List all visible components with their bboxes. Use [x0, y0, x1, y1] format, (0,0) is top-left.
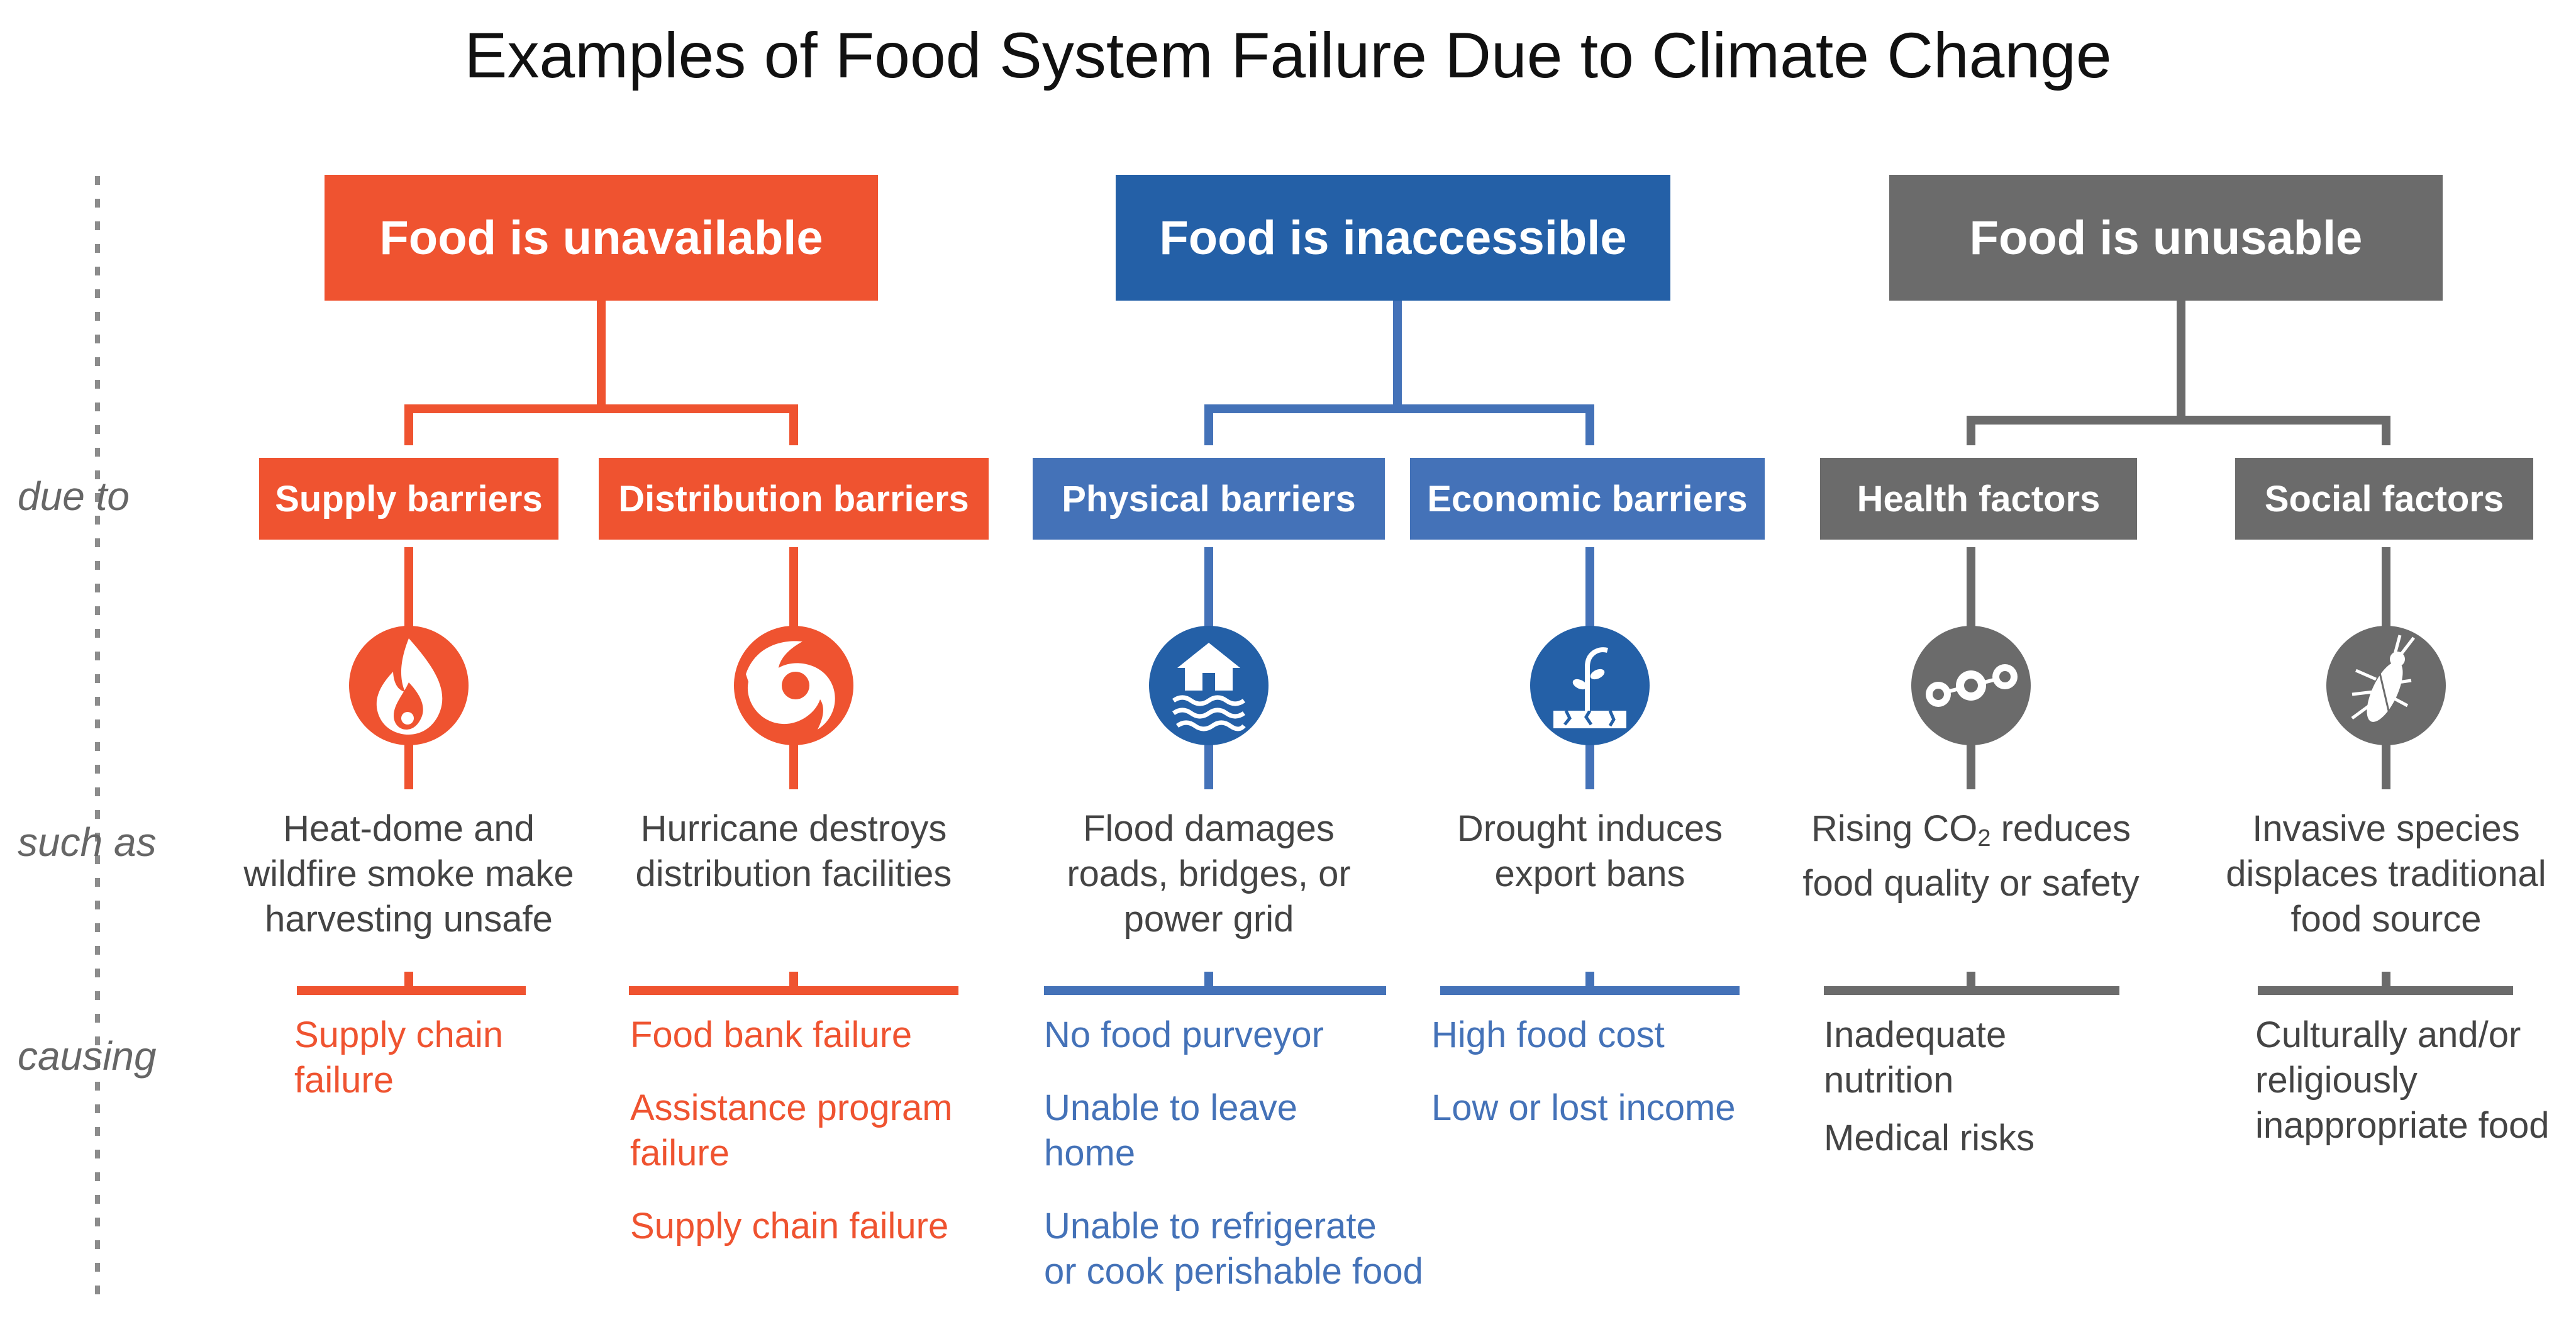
example-co2-subscript: 2	[1977, 825, 1991, 852]
row-label-such-as: such as	[18, 819, 157, 865]
row-label-due-to: due to	[18, 474, 130, 519]
row-label-causing: causing	[18, 1033, 157, 1079]
example-hurricane: Hurricane destroys distribution faciliti…	[635, 808, 952, 894]
example-rising-co2: Rising CO2 reduces food quality or safet…	[1770, 806, 2172, 906]
example-invasive-species: Invasive species displaces traditional f…	[2226, 808, 2546, 940]
outcomes-distribution: Food bank failure Assistance program fai…	[630, 1013, 953, 1277]
outcome-item: Assistance program failure	[630, 1087, 953, 1174]
example-drought: Drought induces export bans	[1457, 808, 1723, 894]
barrier-economic: Economic barriers	[1410, 458, 1765, 540]
example-co2-text: Rising CO	[1811, 808, 1978, 849]
example-flood: Flood damages roads, bridges, or power g…	[1067, 808, 1351, 940]
flood-house-icon	[1149, 626, 1269, 745]
outcome-item: Culturally and/or religiously inappropri…	[2255, 1014, 2550, 1146]
outcomes-physical: No food purveyor Unable to leave home Un…	[1044, 1013, 1423, 1322]
outcome-item: Supply chain failure	[630, 1206, 949, 1247]
outcome-item: Low or lost income	[1431, 1087, 1736, 1128]
factor-health: Health factors	[1820, 458, 2137, 540]
barrier-supply: Supply barriers	[259, 458, 558, 540]
example-co2-rest: reduces food quality or safety	[1802, 808, 2140, 904]
outcomes-social: Culturally and/or religiously inappropri…	[2255, 1013, 2550, 1176]
outcome-item: High food cost	[1431, 1014, 1665, 1055]
outcome-item: Food bank failure	[630, 1014, 913, 1055]
outcome-item: Medical risks	[1824, 1118, 2035, 1158]
diagram-title: Examples of Food System Failure Due to C…	[464, 19, 2112, 91]
category-food-inaccessible: Food is inaccessible	[1116, 175, 1670, 301]
category-food-unavailable: Food is unavailable	[325, 175, 878, 301]
co2-molecule-icon	[1911, 626, 2031, 745]
barrier-distribution: Distribution barriers	[599, 458, 989, 540]
example-heat-dome: Heat-dome and wildfire smoke make harves…	[243, 808, 574, 940]
barrier-physical: Physical barriers	[1033, 458, 1385, 540]
outcome-item: Inadequate nutrition	[1824, 1014, 2007, 1101]
category-food-unusable: Food is unusable	[1889, 175, 2443, 301]
hurricane-icon	[734, 626, 853, 745]
outcomes-economic: High food cost Low or lost income	[1431, 1013, 1736, 1158]
outcomes-health: Inadequate nutrition Medical risks	[1824, 1013, 2035, 1189]
outcomes-supply: Supply chain failure	[294, 1013, 503, 1131]
outcome-item: Unable to refrigerate or cook perishable…	[1044, 1206, 1423, 1292]
outcome-item: Unable to leave home	[1044, 1087, 1298, 1174]
tree-unusable	[1824, 301, 2513, 995]
fire-icon	[349, 626, 469, 745]
insect-icon	[2326, 626, 2446, 745]
outcome-item: Supply chain failure	[294, 1014, 504, 1101]
drought-icon	[1530, 626, 1650, 745]
outcome-item: No food purveyor	[1044, 1014, 1324, 1055]
factor-social: Social factors	[2235, 458, 2533, 540]
